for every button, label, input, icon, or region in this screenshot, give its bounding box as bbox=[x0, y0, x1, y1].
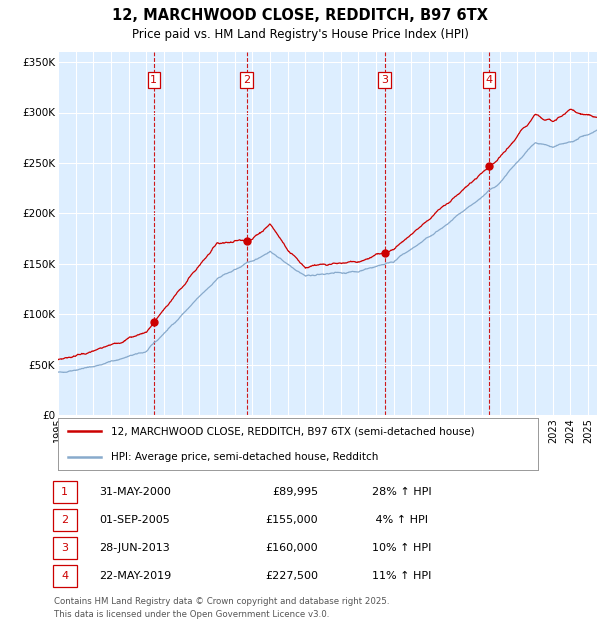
Text: 2: 2 bbox=[243, 75, 250, 85]
Text: 4: 4 bbox=[61, 571, 68, 581]
Text: 22-MAY-2019: 22-MAY-2019 bbox=[99, 571, 171, 581]
Text: 11% ↑ HPI: 11% ↑ HPI bbox=[372, 571, 431, 581]
Text: 1: 1 bbox=[61, 487, 68, 497]
Text: 31-MAY-2000: 31-MAY-2000 bbox=[99, 487, 171, 497]
Text: Price paid vs. HM Land Registry's House Price Index (HPI): Price paid vs. HM Land Registry's House … bbox=[131, 28, 469, 41]
Text: This data is licensed under the Open Government Licence v3.0.: This data is licensed under the Open Gov… bbox=[54, 610, 329, 619]
Text: £89,995: £89,995 bbox=[272, 487, 318, 497]
Text: 01-SEP-2005: 01-SEP-2005 bbox=[99, 515, 170, 525]
Text: £155,000: £155,000 bbox=[265, 515, 318, 525]
Text: 3: 3 bbox=[381, 75, 388, 85]
Text: 4: 4 bbox=[485, 75, 493, 85]
Text: Contains HM Land Registry data © Crown copyright and database right 2025.: Contains HM Land Registry data © Crown c… bbox=[54, 597, 389, 606]
Text: 12, MARCHWOOD CLOSE, REDDITCH, B97 6TX (semi-detached house): 12, MARCHWOOD CLOSE, REDDITCH, B97 6TX (… bbox=[111, 426, 475, 436]
Text: 10% ↑ HPI: 10% ↑ HPI bbox=[372, 543, 431, 553]
Text: 28% ↑ HPI: 28% ↑ HPI bbox=[372, 487, 431, 497]
Text: 2: 2 bbox=[61, 515, 68, 525]
Text: 1: 1 bbox=[150, 75, 157, 85]
Text: 12, MARCHWOOD CLOSE, REDDITCH, B97 6TX: 12, MARCHWOOD CLOSE, REDDITCH, B97 6TX bbox=[112, 8, 488, 23]
Text: 28-JUN-2013: 28-JUN-2013 bbox=[99, 543, 170, 553]
Text: £160,000: £160,000 bbox=[265, 543, 318, 553]
Text: 3: 3 bbox=[61, 543, 68, 553]
Text: HPI: Average price, semi-detached house, Redditch: HPI: Average price, semi-detached house,… bbox=[111, 452, 378, 462]
Text: £227,500: £227,500 bbox=[265, 571, 318, 581]
Text: 4% ↑ HPI: 4% ↑ HPI bbox=[372, 515, 428, 525]
